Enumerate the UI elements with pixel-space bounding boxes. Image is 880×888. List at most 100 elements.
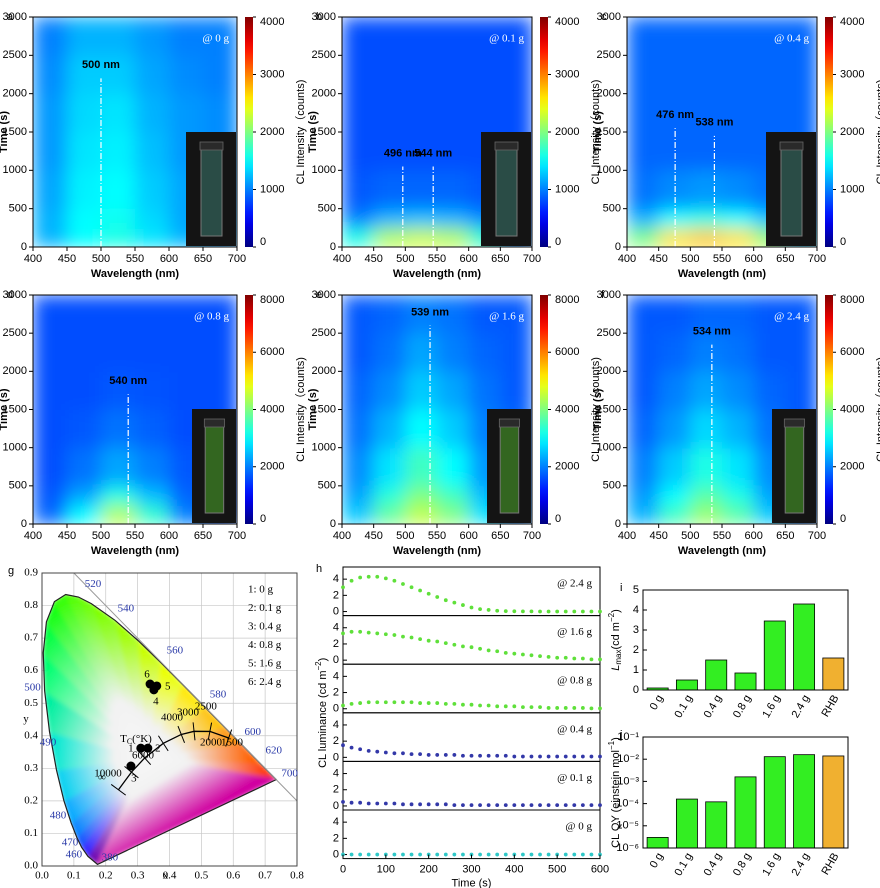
x-tick-label: 450 [364,530,382,542]
heatmap-cell [67,170,102,210]
colorbar-tick-label: 0 [840,236,846,248]
temperature-label: 3000 [177,707,200,719]
data-point [598,754,602,759]
data-point [512,704,517,709]
data-point [495,803,500,808]
cuvette-cap [199,141,224,151]
y-axis-label: Lmax(cd m−2) [607,609,623,671]
heatmap-cell [101,208,136,229]
heatmap-cell [627,447,660,487]
tc-label-part: C [127,737,132,746]
heatmap-cell [67,371,102,410]
heatmap-cell [405,371,438,410]
data-point [572,803,577,808]
y-tick-label: 10⁻³ [617,775,639,787]
heatmap-cell [67,295,102,334]
y-tick-label: 10⁻⁶ [616,842,639,854]
x-tick-label: 600 [459,530,477,542]
data-point [589,706,594,711]
y-tick-label: 1000 [597,164,621,176]
data-point [598,803,602,808]
x-tick-label: 650 [194,530,212,542]
data-point [555,803,560,808]
data-point [409,585,414,590]
data-point [521,705,525,710]
y-axis-label-part: max [614,650,623,665]
data-point [521,652,525,657]
x-tick-label: 2.4 g [790,851,813,878]
heatmap-cell [203,371,237,410]
colorbar-tick-label: 1000 [260,183,284,195]
y-axis-label-part: ) [317,658,329,662]
heatmap-cell [722,333,755,372]
data-point [375,801,380,806]
colorbar-tick-label: 3000 [555,68,579,80]
x-tick-label: 0.2 [99,870,113,882]
data-point [563,609,568,614]
y-tick-label: 10⁻⁵ [616,820,639,832]
data-point [478,803,482,808]
data-point [469,803,474,808]
cuvette [200,145,223,237]
heatmap-cell [468,55,501,95]
heatmap-cell [658,227,691,247]
diagonal-line [73,572,298,802]
data-point [443,598,448,603]
heatmap-cell [500,55,532,95]
heatmap-cell [169,371,204,410]
y-tick-label: 1500 [597,403,621,415]
y-axis-label: Time (s) [0,111,10,153]
heatmap-cell [405,333,438,372]
heatmap-cell [101,371,136,410]
heatmap-cell [342,485,375,506]
data-point [521,803,525,808]
y-tick-label: 2000 [3,365,27,377]
temperature-label: 4000 [161,711,184,723]
heatmap-cell [722,295,755,334]
heatmap-cell [67,409,102,449]
data-point [401,582,405,586]
heatmap-cell [500,371,532,410]
heatmap-cell [373,93,406,133]
x-axis-label: Wavelength (nm) [393,268,482,280]
heatmap-cell [785,371,817,410]
y-tick-label: 500 [603,203,621,215]
data-point [546,803,551,808]
y-tick-label: 5 [633,584,639,596]
data-point [452,642,457,647]
heatmap-cell [722,132,755,171]
bar [734,776,757,849]
colorbar-label: CL Intensity（counts) [874,80,880,185]
heatmap-cell [373,208,406,229]
bar [822,755,845,849]
heatmap-cell [342,504,375,524]
heatmap-cell [373,333,406,372]
x-tick-label: 0.1 [67,870,81,882]
data-point [383,700,388,705]
y-tick-label: 2000 [597,365,621,377]
heatmap-cell [67,447,102,487]
heatmap-cell [437,17,470,56]
x-tick-label: 400 [333,530,351,542]
data-point [375,631,380,636]
heatmap-cell [627,55,660,95]
heatmap-cell [468,17,501,56]
data-point [572,609,577,614]
heatmap-cell [627,17,660,56]
data-point [409,752,414,757]
x-tick-label: 0.0 [35,870,49,882]
y-tick-label: 2000 [312,88,336,100]
legend-entry: 5: 1.6 g [248,658,282,670]
colorbar-label: CL Intensity（counts) [589,357,602,462]
data-point [461,753,465,758]
heatmap-cell [203,93,237,133]
y-tick-label: 2500 [312,327,336,339]
heatmap-cell [342,227,375,247]
legend-entry: 2: 0.1 g [248,602,282,614]
heatmap-cell [437,333,470,372]
data-point [358,800,363,805]
heatmap-cell [690,504,723,524]
heatmap-cell [500,295,532,334]
data-point [435,753,440,757]
panel-label: e [316,289,322,301]
